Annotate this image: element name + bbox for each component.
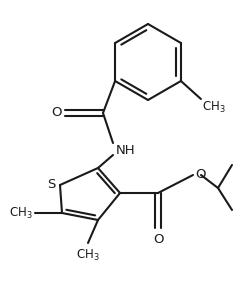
Text: O: O (195, 169, 205, 182)
Text: O: O (52, 106, 62, 119)
Text: CH$_3$: CH$_3$ (9, 205, 33, 221)
Text: CH$_3$: CH$_3$ (76, 248, 100, 263)
Text: S: S (47, 178, 55, 191)
Text: NH: NH (116, 144, 136, 157)
Text: CH$_3$: CH$_3$ (202, 100, 226, 115)
Text: O: O (153, 233, 163, 246)
